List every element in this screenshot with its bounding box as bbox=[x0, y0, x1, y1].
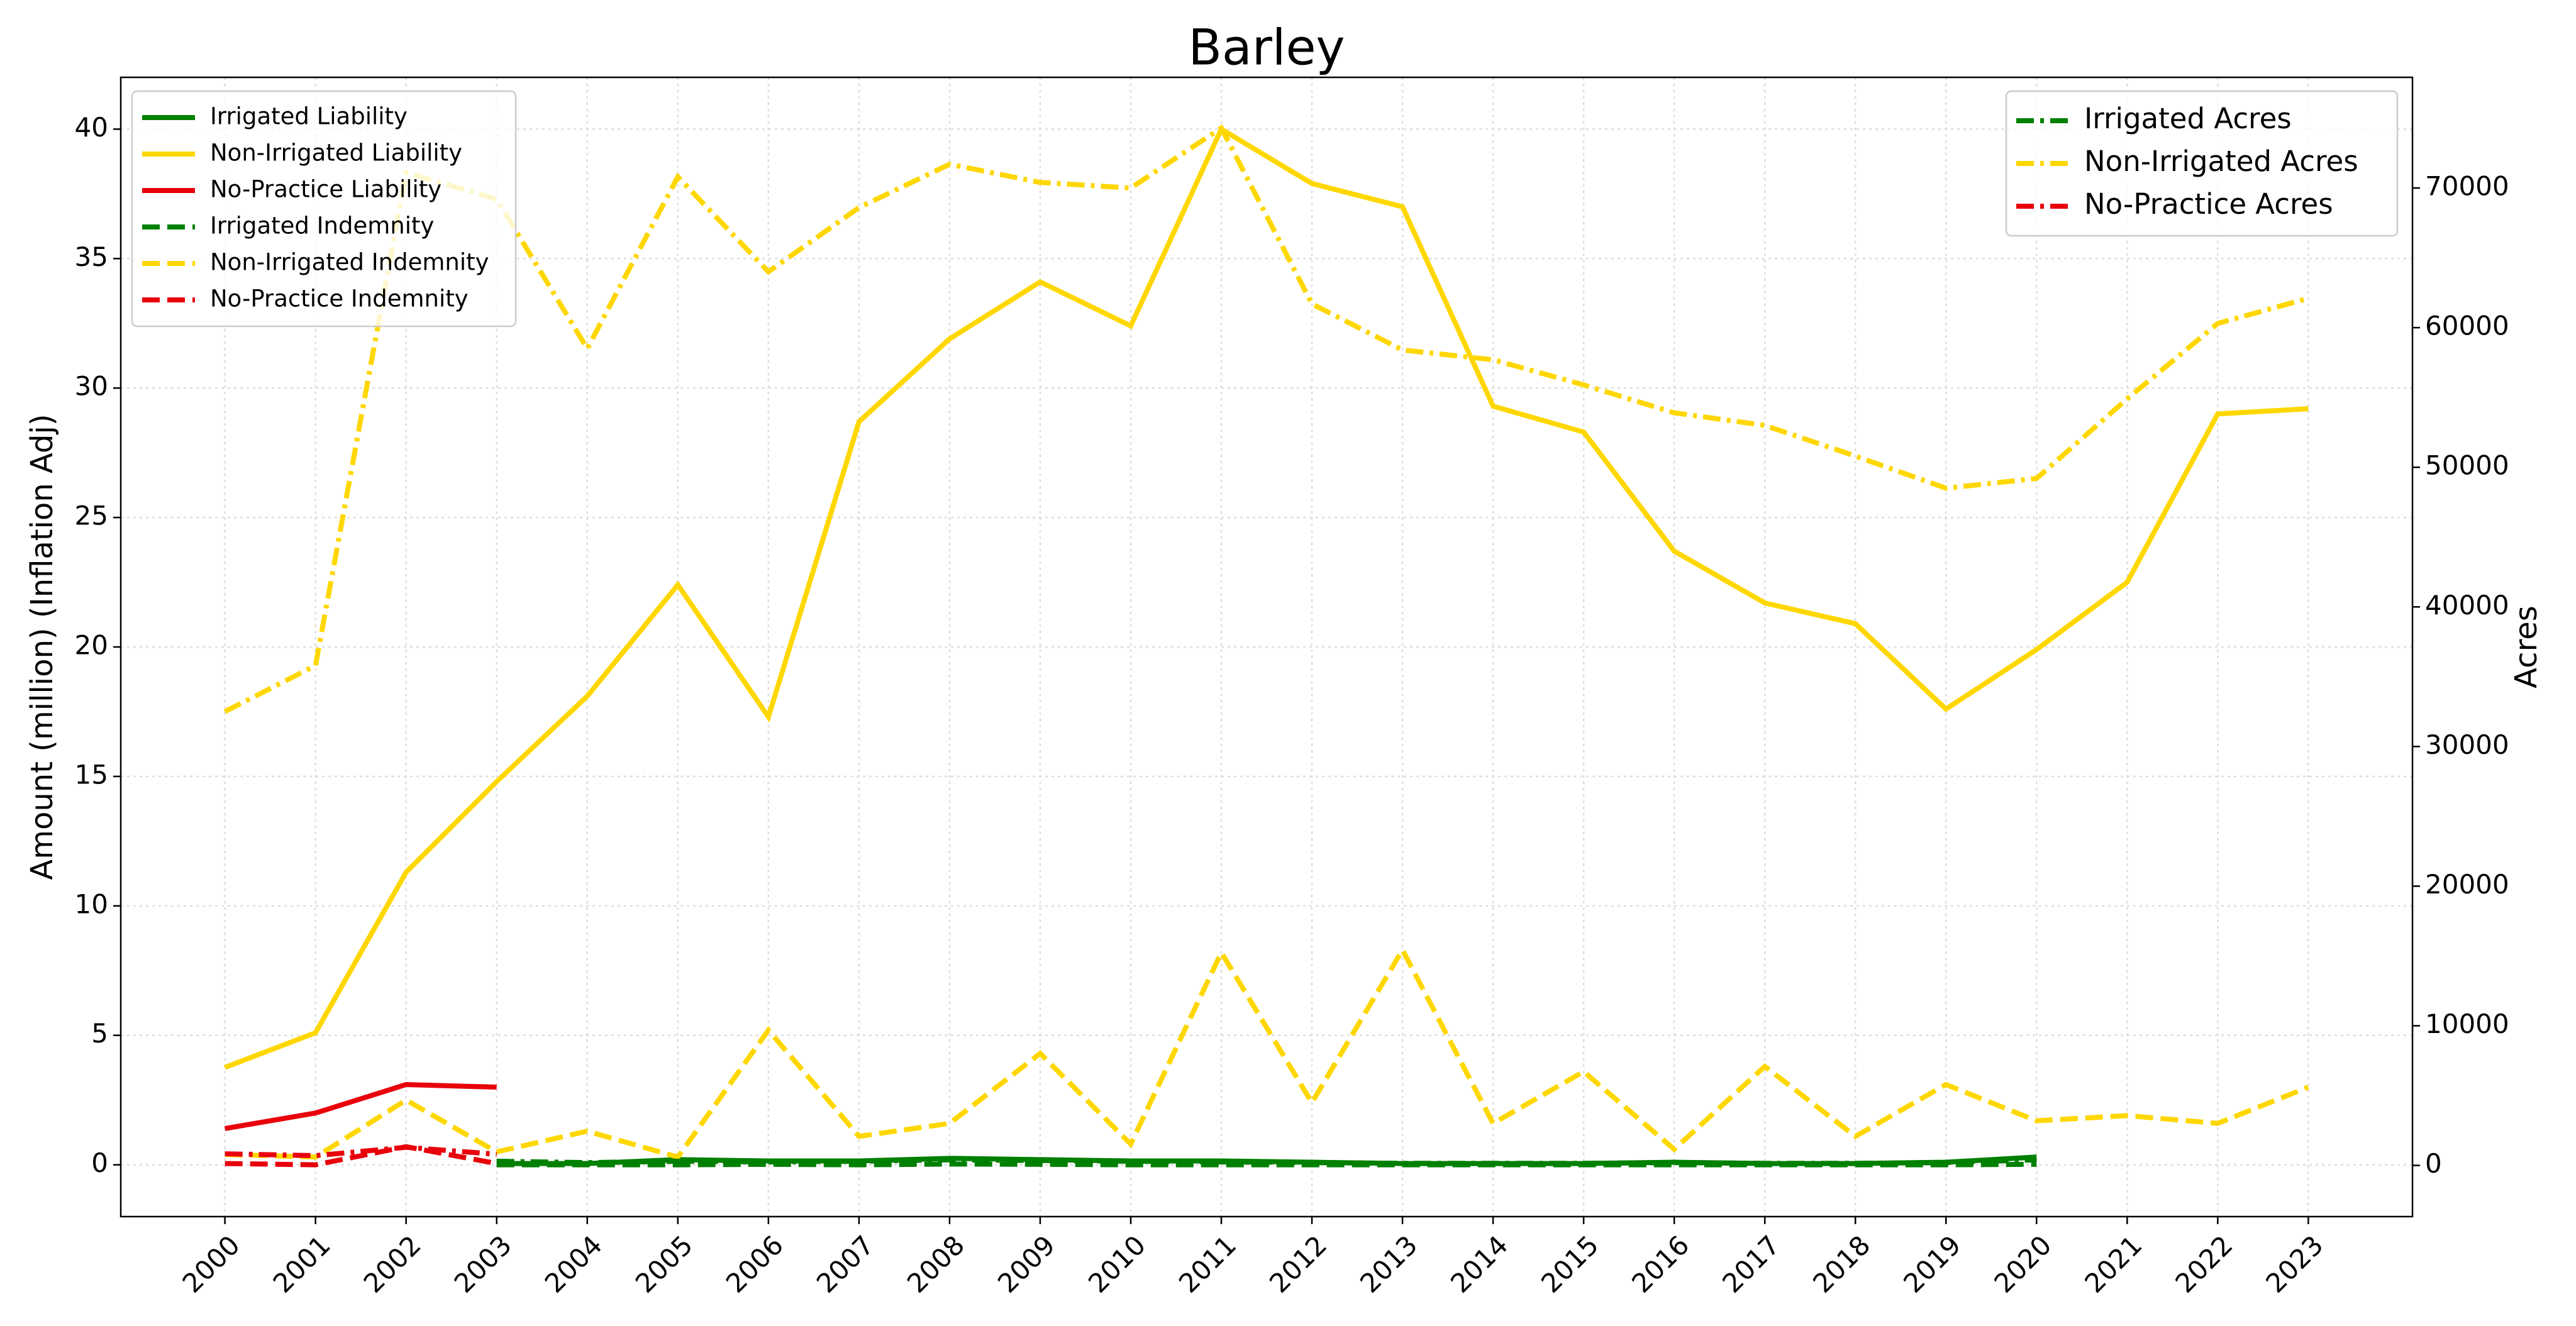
y-tick-label: 15 bbox=[75, 759, 108, 790]
y-axis-label: Amount (million) (Inflation Adj) bbox=[25, 414, 60, 880]
x-tick-label: 2011 bbox=[1173, 1230, 1242, 1299]
y-tick-label: 20 bbox=[75, 630, 108, 661]
legend-label: Non-Irrigated Acres bbox=[2084, 145, 2358, 178]
x-tick-label: 2020 bbox=[1988, 1230, 2057, 1299]
x-tick-label: 2007 bbox=[811, 1230, 880, 1299]
x-tick-label: 2013 bbox=[1354, 1230, 1423, 1299]
y2-tick-label: 70000 bbox=[2425, 171, 2509, 202]
legend-box bbox=[131, 90, 517, 328]
legend-label: Irrigated Liability bbox=[210, 103, 408, 130]
y2-tick-label: 30000 bbox=[2425, 729, 2509, 760]
plot-frame bbox=[119, 76, 2414, 1218]
line-series bbox=[496, 1157, 2037, 1166]
y2-tick-label: 20000 bbox=[2425, 869, 2509, 900]
y-tick-label: 0 bbox=[91, 1147, 108, 1178]
x-tick-label: 2023 bbox=[2260, 1230, 2329, 1299]
y2-tick-label: 10000 bbox=[2425, 1008, 2509, 1039]
line-series bbox=[225, 1144, 497, 1168]
x-tick-label: 2005 bbox=[630, 1230, 699, 1299]
x-tick-label: 2003 bbox=[448, 1230, 518, 1299]
legend-label: Non-Irrigated Liability bbox=[210, 140, 462, 167]
x-tick-label: 2014 bbox=[1445, 1230, 1514, 1299]
y-tick-label: 40 bbox=[75, 112, 108, 143]
y-tick-label: 35 bbox=[75, 241, 108, 272]
line-series bbox=[223, 124, 2309, 714]
y2-tick-label: 40000 bbox=[2425, 590, 2509, 621]
x-tick-label: 2009 bbox=[992, 1230, 1061, 1299]
x-tick-label: 2004 bbox=[539, 1230, 608, 1299]
legend-label: Irrigated Acres bbox=[2084, 102, 2292, 135]
y2-axis-label: Acres bbox=[2509, 605, 2544, 688]
y2-tick-label: 60000 bbox=[2425, 311, 2509, 341]
x-tick-label: 2012 bbox=[1263, 1230, 1333, 1299]
y-tick-label: 30 bbox=[75, 371, 108, 402]
legend-label: No-Practice Indemnity bbox=[210, 285, 469, 312]
x-tick-label: 2002 bbox=[358, 1230, 427, 1299]
y2-tick-label: 50000 bbox=[2425, 450, 2509, 481]
line-series bbox=[225, 944, 2309, 1160]
x-tick-label: 2016 bbox=[1626, 1230, 1695, 1299]
x-tick-label: 2008 bbox=[901, 1230, 970, 1299]
y-tick-label: 25 bbox=[75, 500, 108, 531]
y-tick-label: 10 bbox=[75, 888, 108, 919]
y-tick-label: 5 bbox=[91, 1018, 108, 1049]
legend-label: No-Practice Liability bbox=[210, 176, 441, 203]
x-tick-label: 2001 bbox=[267, 1230, 336, 1299]
line-series bbox=[224, 1081, 497, 1131]
x-tick-label: 2006 bbox=[720, 1230, 789, 1299]
line-series bbox=[224, 125, 2309, 1070]
legend-label: Irrigated Indemnity bbox=[210, 213, 434, 240]
x-tick-label: 2017 bbox=[1716, 1230, 1785, 1299]
legend-label: No-Practice Acres bbox=[2084, 187, 2333, 221]
x-tick-label: 2019 bbox=[1897, 1230, 1967, 1299]
x-tick-label: 2022 bbox=[2169, 1230, 2238, 1299]
line-series bbox=[225, 1144, 497, 1159]
x-tick-label: 2021 bbox=[2079, 1230, 2148, 1299]
x-tick-label: 2018 bbox=[1807, 1230, 1876, 1299]
x-tick-label: 2010 bbox=[1082, 1230, 1152, 1299]
legend-label: Non-Irrigated Indemnity bbox=[210, 249, 489, 276]
x-tick-label: 2000 bbox=[177, 1230, 246, 1299]
x-tick-label: 2015 bbox=[1535, 1230, 1604, 1299]
chart-title: Barley bbox=[1188, 19, 1345, 76]
legend-box bbox=[2005, 90, 2399, 237]
y2-tick-label: 0 bbox=[2425, 1148, 2442, 1179]
